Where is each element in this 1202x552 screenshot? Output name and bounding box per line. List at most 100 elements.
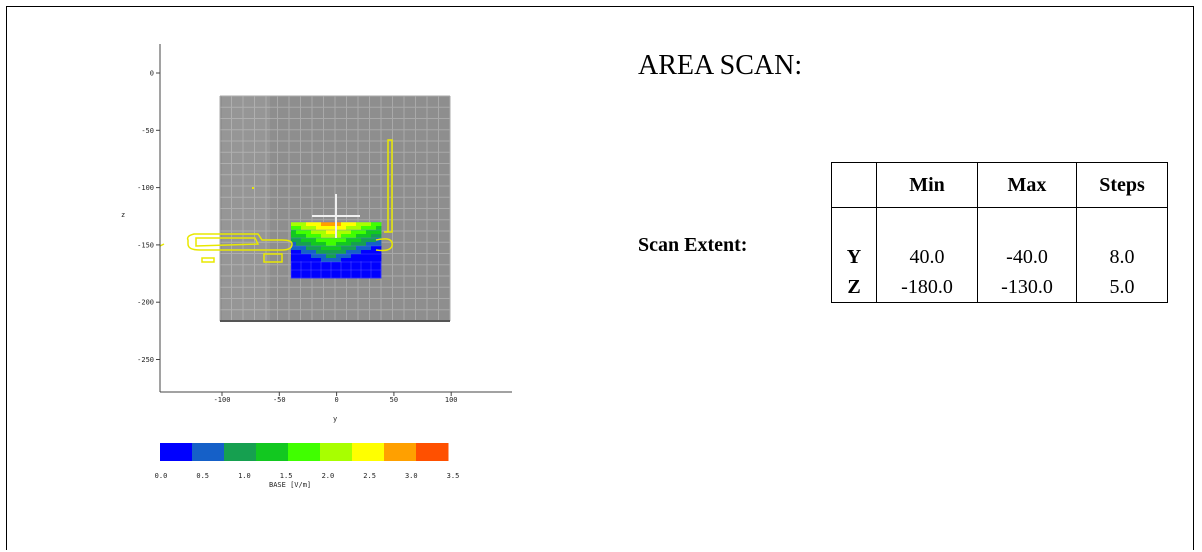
heatmap-cell: [346, 230, 352, 235]
heatmap-cell: [306, 274, 312, 279]
heatmap-cell: [346, 250, 352, 255]
colorbar-swatch: [384, 443, 417, 461]
heatmap-cell: [301, 266, 307, 271]
heatmap-cell: [301, 222, 307, 227]
heatmap-cell: [311, 254, 317, 259]
heatmap-cell: [316, 222, 322, 227]
heatmap-cell: [301, 234, 307, 239]
heatmap-cell: [366, 222, 372, 227]
heatmap-cell: [321, 242, 327, 247]
heatmap-cell: [341, 246, 347, 251]
heatmap-cell: [316, 250, 322, 255]
heatmap-cell: [376, 250, 382, 255]
heatmap-cell: [326, 274, 332, 279]
heatmap-cell: [361, 246, 367, 251]
heatmap-cell: [311, 246, 317, 251]
heatmap-cell: [291, 266, 297, 271]
heatmap-cell: [361, 254, 367, 259]
colorbar-tick-label: 1.5: [280, 472, 293, 480]
crosshair-marker: [312, 194, 360, 238]
heatmap-cell: [306, 266, 312, 271]
table-header-max: Max: [977, 162, 1077, 208]
heatmap-cell: [351, 230, 357, 235]
heatmap-cell: [321, 250, 327, 255]
heatmap-cell: [291, 254, 297, 259]
heatmap-cell: [316, 242, 322, 247]
heatmap-cell: [321, 246, 327, 251]
heatmap-cell: [306, 238, 312, 243]
y-axis-ticks: 0 -50 -100 -150 -200 -250: [137, 70, 160, 364]
heatmap-cell: [301, 274, 307, 279]
heatmap-cell: [311, 250, 317, 255]
heatmap-cell: [341, 230, 347, 235]
heatmap-cell: [371, 242, 377, 247]
heatmap-cell: [371, 226, 377, 231]
heatmap-cell: [291, 238, 297, 243]
page-frame: [6, 6, 1194, 550]
heatmap-cell: [336, 230, 342, 235]
heatmap-cell: [296, 262, 302, 267]
heatmap-cell: [326, 250, 332, 255]
heatmap-cell: [296, 250, 302, 255]
heatmap-cell: [301, 246, 307, 251]
x-tick-label: 0: [334, 396, 338, 404]
heatmap-cell: [361, 274, 367, 279]
heatmap-cell: [311, 234, 317, 239]
heatmap-cell: [371, 222, 377, 227]
heatmap-cell: [361, 270, 367, 275]
heatmap-cell: [296, 230, 302, 235]
heatmap-cell: [346, 238, 352, 243]
heatmap-cell: [291, 262, 297, 267]
y-axis-label: z: [121, 211, 125, 219]
heatmap-cell: [366, 258, 372, 263]
heatmap-cell: [311, 222, 317, 227]
heatmap-cell: [306, 250, 312, 255]
heatmap-cell: [326, 258, 332, 263]
heatmap-cell: [371, 246, 377, 251]
heatmap-cell: [346, 262, 352, 267]
heatmap-cell: [291, 258, 297, 263]
colorbar-tick-label: 3.0: [405, 472, 418, 480]
heatmap-cell: [296, 246, 302, 251]
table-spacer-row: [831, 207, 1168, 242]
heatmap-cell: [291, 226, 297, 231]
heatmap-cell: [356, 270, 362, 275]
heatmap-cell: [356, 258, 362, 263]
heatmap-cell: [341, 266, 347, 271]
heatmap-cell: [366, 246, 372, 251]
heatmap-cell: [346, 274, 352, 279]
row-steps: 8.0: [1076, 242, 1168, 272]
heatmap-cell: [306, 246, 312, 251]
heatmap-cell: [371, 270, 377, 275]
heatmap-cell: [376, 246, 382, 251]
heatmap-cell: [331, 274, 337, 279]
heatmap-cell: [366, 234, 372, 239]
heatmap-cell: [336, 266, 342, 271]
heatmap-cell: [321, 234, 327, 239]
heatmap-cell: [336, 262, 342, 267]
heatmap-cell: [326, 238, 332, 243]
row-max: -40.0: [977, 242, 1077, 272]
heatmap-cell: [326, 226, 332, 231]
heatmap-cell: [316, 238, 322, 243]
heatmap-cell: [361, 234, 367, 239]
heatmap-cell: [326, 266, 332, 271]
heatmap-cell: [346, 258, 352, 263]
heatmap-cell: [311, 230, 317, 235]
heatmap-cell: [331, 254, 337, 259]
heatmap-cell: [331, 230, 337, 235]
page-title: AREA SCAN:: [638, 50, 803, 81]
colorbar-tick-label: 2.0: [322, 472, 335, 480]
heatmap-cell: [341, 270, 347, 275]
area-scan-plot: 0 -50 -100 -150 -200 -250 -100 -50 0 50 100 z y 0…: [121, 44, 512, 489]
heatmap-cell: [361, 230, 367, 235]
heatmap-cell: [351, 246, 357, 251]
heatmap-cell: [296, 226, 302, 231]
colorbar-swatch: [288, 443, 321, 461]
heatmap-cell: [291, 250, 297, 255]
heatmap-cell: [291, 246, 297, 251]
heatmap-cell: [336, 246, 342, 251]
row-min: -180.0: [876, 272, 978, 303]
heatmap-cell: [371, 250, 377, 255]
heatmap-cell: [316, 274, 322, 279]
